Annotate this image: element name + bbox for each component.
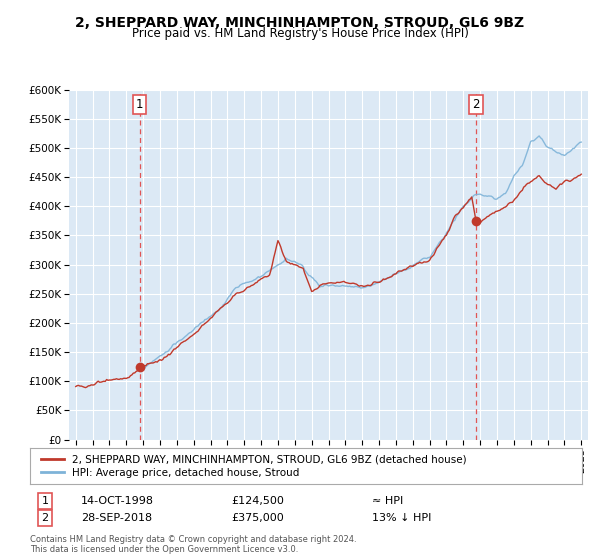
- Text: 1: 1: [136, 97, 143, 111]
- Text: 2: 2: [472, 97, 479, 111]
- Text: Contains HM Land Registry data © Crown copyright and database right 2024.
This d: Contains HM Land Registry data © Crown c…: [30, 535, 356, 554]
- Text: 1: 1: [41, 496, 49, 506]
- Text: 14-OCT-1998: 14-OCT-1998: [81, 496, 154, 506]
- Text: Price paid vs. HM Land Registry's House Price Index (HPI): Price paid vs. HM Land Registry's House …: [131, 27, 469, 40]
- Text: 2: 2: [41, 513, 49, 523]
- Text: £124,500: £124,500: [231, 496, 284, 506]
- Text: 2, SHEPPARD WAY, MINCHINHAMPTON, STROUD, GL6 9BZ: 2, SHEPPARD WAY, MINCHINHAMPTON, STROUD,…: [76, 16, 524, 30]
- Text: £375,000: £375,000: [231, 513, 284, 523]
- Text: 28-SEP-2018: 28-SEP-2018: [81, 513, 152, 523]
- Legend: 2, SHEPPARD WAY, MINCHINHAMPTON, STROUD, GL6 9BZ (detached house), HPI: Average : 2, SHEPPARD WAY, MINCHINHAMPTON, STROUD,…: [41, 454, 467, 478]
- Text: ≈ HPI: ≈ HPI: [372, 496, 403, 506]
- Text: 13% ↓ HPI: 13% ↓ HPI: [372, 513, 431, 523]
